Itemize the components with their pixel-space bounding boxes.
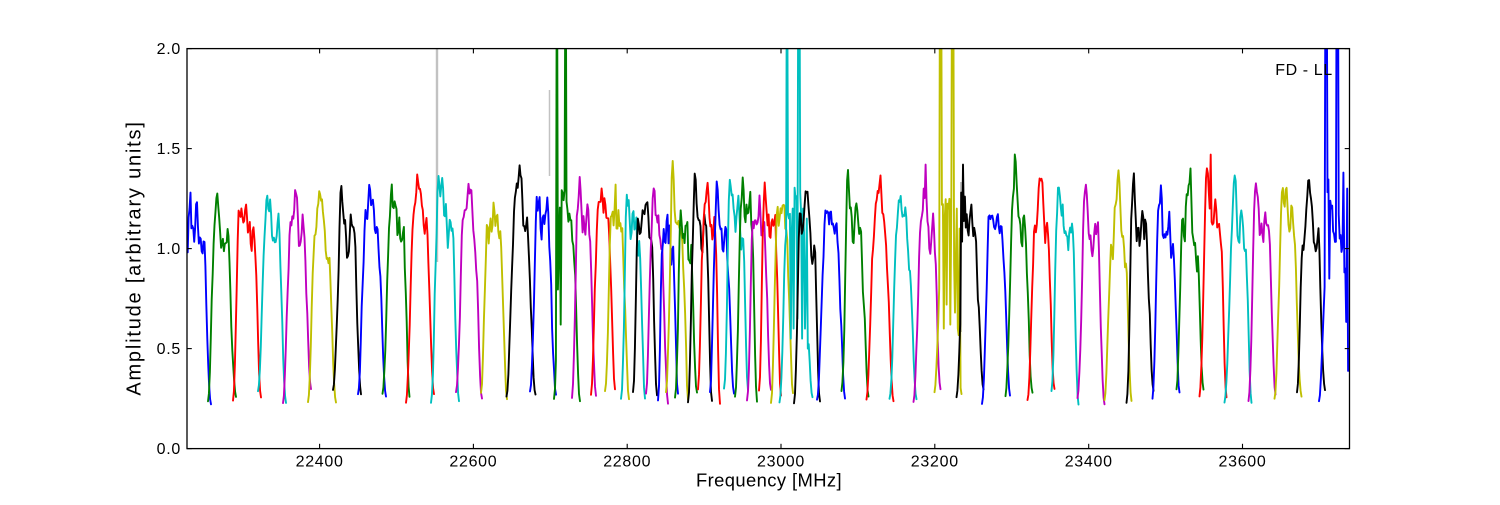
svg-text:0.5: 0.5	[157, 341, 181, 358]
svg-text:2.0: 2.0	[157, 41, 181, 58]
svg-text:22600: 22600	[449, 454, 497, 471]
svg-text:23400: 23400	[1065, 454, 1113, 471]
svg-text:Amplitude [arbitrary units]: Amplitude [arbitrary units]	[124, 120, 146, 395]
svg-text:23600: 23600	[1219, 454, 1267, 471]
svg-text:23200: 23200	[911, 454, 959, 471]
svg-text:1.0: 1.0	[157, 241, 181, 258]
svg-text:FD - LL: FD - LL	[1275, 62, 1333, 79]
svg-text:23000: 23000	[757, 454, 805, 471]
svg-text:22400: 22400	[296, 454, 344, 471]
svg-text:1.5: 1.5	[157, 141, 181, 158]
svg-text:Frequency [MHz]: Frequency [MHz]	[696, 470, 842, 491]
svg-text:0.0: 0.0	[157, 441, 181, 458]
svg-text:22800: 22800	[603, 454, 651, 471]
